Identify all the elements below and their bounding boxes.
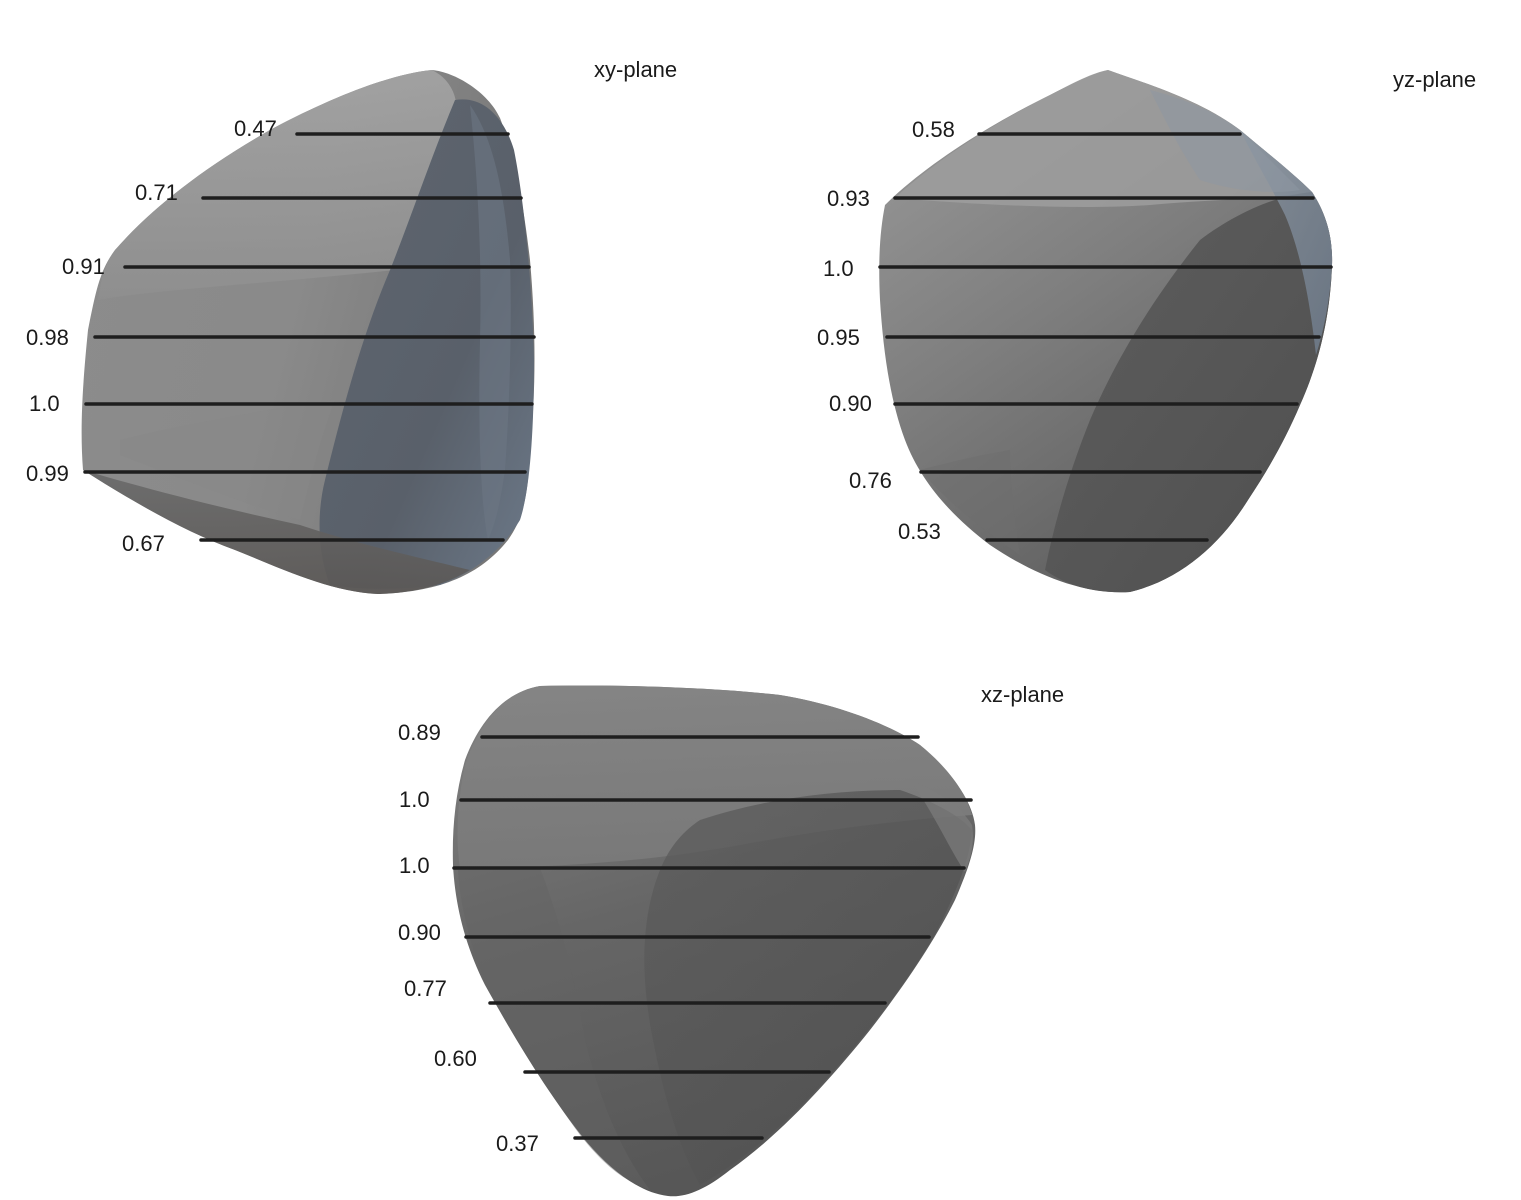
yz-lower-left-facet bbox=[920, 450, 1020, 555]
xz-right-edge-facet bbox=[910, 780, 973, 872]
xy-label-6: 0.99 bbox=[26, 461, 69, 486]
xz-view: 0.89 1.0 1.0 0.90 0.77 0.60 0.37 xz-plan… bbox=[398, 682, 1064, 1197]
xz-cut-labels: 0.89 1.0 1.0 0.90 0.77 0.60 0.37 bbox=[398, 720, 539, 1156]
xy-label-2: 0.71 bbox=[135, 180, 178, 205]
xz-label-4: 0.90 bbox=[398, 920, 441, 945]
xz-label-7: 0.37 bbox=[496, 1131, 539, 1156]
xy-label-3: 0.91 bbox=[62, 254, 105, 279]
xy-label-5: 1.0 bbox=[29, 391, 60, 416]
yz-label-1: 0.58 bbox=[912, 117, 955, 142]
yz-shape bbox=[879, 70, 1333, 593]
xz-shape bbox=[452, 685, 976, 1197]
xy-upper-facet bbox=[98, 70, 457, 300]
xz-plane-title: xz-plane bbox=[981, 682, 1064, 707]
xy-lower-facet bbox=[83, 470, 470, 594]
yz-cut-labels: 0.58 0.93 1.0 0.95 0.90 0.76 0.53 bbox=[817, 117, 955, 544]
xz-label-6: 0.60 bbox=[434, 1046, 477, 1071]
xz-label-2: 1.0 bbox=[399, 787, 430, 812]
yz-right-dark-facet bbox=[1045, 192, 1333, 593]
xy-shape bbox=[81, 70, 535, 594]
xy-label-7: 0.67 bbox=[122, 531, 165, 556]
yz-label-6: 0.76 bbox=[849, 468, 892, 493]
yz-view: 0.58 0.93 1.0 0.95 0.90 0.76 0.53 yz-pla… bbox=[817, 67, 1476, 593]
xy-mid-facet bbox=[120, 400, 335, 520]
xz-label-5: 0.77 bbox=[404, 976, 447, 1001]
yz-label-5: 0.90 bbox=[829, 391, 872, 416]
xy-cut-labels: 0.47 0.71 0.91 0.98 1.0 0.99 0.67 bbox=[26, 116, 277, 556]
yz-cut-lines bbox=[878, 132, 1333, 542]
yz-blue-edge-facet bbox=[1240, 130, 1333, 355]
yz-upper-blue-facet bbox=[1150, 90, 1300, 192]
xy-label-4: 0.98 bbox=[26, 325, 69, 350]
xy-view: 0.47 0.71 0.91 0.98 1.0 0.99 0.67 xy-pla… bbox=[26, 57, 677, 594]
yz-label-4: 0.95 bbox=[817, 325, 860, 350]
xz-cut-lines bbox=[452, 735, 973, 1140]
xy-cut-lines bbox=[83, 132, 536, 542]
xz-left-lower-facet bbox=[458, 868, 650, 1190]
xz-right-dark-facet bbox=[644, 790, 972, 1185]
xy-plane-title: xy-plane bbox=[594, 57, 677, 82]
yz-plane-title: yz-plane bbox=[1393, 67, 1476, 92]
yz-label-7: 0.53 bbox=[898, 519, 941, 544]
xy-label-1: 0.47 bbox=[234, 116, 277, 141]
xy-edge-facet bbox=[470, 105, 511, 540]
xz-label-3: 1.0 bbox=[399, 853, 430, 878]
xz-label-1: 0.89 bbox=[398, 720, 441, 745]
yz-label-3: 1.0 bbox=[823, 256, 854, 281]
yz-label-2: 0.93 bbox=[827, 186, 870, 211]
